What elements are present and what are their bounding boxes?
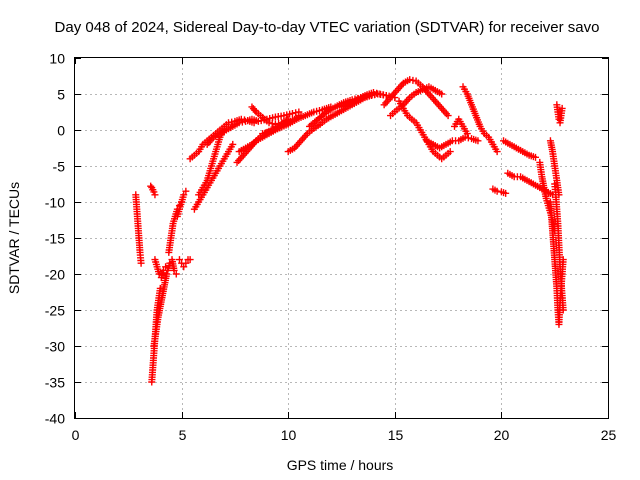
y-tick-label: -25 bbox=[45, 303, 65, 319]
y-tick-label: -15 bbox=[45, 231, 65, 247]
data-point bbox=[225, 119, 233, 127]
data-point bbox=[175, 256, 183, 264]
y-tick-label: -40 bbox=[45, 411, 65, 427]
data-point bbox=[163, 270, 171, 278]
series-arc-33 bbox=[546, 137, 563, 199]
data-point bbox=[474, 137, 482, 145]
data-point bbox=[559, 306, 567, 314]
data-point bbox=[446, 148, 454, 156]
series-arc-26 bbox=[489, 185, 510, 197]
series-arc-21 bbox=[387, 83, 446, 120]
y-tick-label: 0 bbox=[57, 123, 65, 139]
data-point bbox=[463, 130, 471, 138]
data-point bbox=[180, 191, 188, 199]
data-point bbox=[182, 187, 190, 195]
series-arc-01 bbox=[132, 191, 145, 267]
x-tick-label: 5 bbox=[179, 427, 187, 443]
x-tick-label: 25 bbox=[601, 427, 617, 443]
y-tick-label: 5 bbox=[57, 87, 65, 103]
y-tick-label: -35 bbox=[45, 375, 65, 391]
series-arc-22 bbox=[395, 97, 454, 163]
data-point bbox=[229, 140, 237, 148]
chart-title: Day 048 of 2024, Sidereal Day-to-day VTE… bbox=[55, 19, 600, 36]
data-point bbox=[268, 120, 276, 128]
y-tick-label: 10 bbox=[49, 51, 65, 67]
tick-labels: 0 5 10 15 20 25 -40 -35 -30 -25 -20 -15 -10 -5 0 5 10 bbox=[45, 51, 617, 444]
data-point bbox=[373, 89, 381, 97]
series-arc-08 bbox=[173, 187, 190, 220]
x-tick-label: 20 bbox=[494, 427, 510, 443]
data-point bbox=[151, 191, 159, 199]
y-axis-label: SDTVAR / TECUs bbox=[6, 182, 22, 294]
data-point bbox=[555, 191, 563, 199]
series-arc-11 bbox=[195, 126, 228, 199]
series-arc-17 bbox=[284, 90, 382, 156]
series-arc-23 bbox=[423, 133, 482, 152]
data-point bbox=[265, 119, 273, 127]
data-point bbox=[238, 118, 246, 126]
data-point bbox=[502, 189, 510, 197]
data-point bbox=[493, 148, 501, 156]
series-arc-20 bbox=[380, 76, 452, 120]
y-tick-label: -20 bbox=[45, 267, 65, 283]
data-point bbox=[292, 109, 300, 117]
data-point bbox=[172, 270, 180, 278]
series-arc-19 bbox=[338, 89, 390, 111]
data-point bbox=[284, 115, 292, 123]
data-point bbox=[382, 91, 390, 99]
data-point bbox=[558, 104, 566, 112]
data-point bbox=[532, 153, 540, 161]
data-point bbox=[288, 109, 296, 117]
data-point bbox=[409, 76, 417, 84]
series-arc-04 bbox=[150, 270, 171, 350]
series-arc-31 bbox=[551, 180, 567, 314]
data-point bbox=[461, 133, 469, 141]
y-tick-label: -10 bbox=[45, 195, 65, 211]
series-arc-02 bbox=[147, 182, 159, 199]
data-point bbox=[493, 187, 501, 195]
series-arc-07 bbox=[175, 256, 194, 271]
series-arc-16 bbox=[248, 103, 292, 128]
series-arc-05 bbox=[151, 256, 180, 282]
series-arc-27 bbox=[500, 137, 540, 161]
data-point bbox=[444, 112, 452, 120]
series-arc-25 bbox=[450, 115, 471, 138]
data-point bbox=[186, 256, 194, 264]
grid bbox=[75, 58, 608, 418]
x-tick-label: 15 bbox=[388, 427, 404, 443]
y-tick-label: -30 bbox=[45, 339, 65, 355]
y-tick-label: -5 bbox=[53, 159, 66, 175]
series-arc-32 bbox=[553, 101, 566, 127]
data-point bbox=[379, 91, 387, 99]
data-point bbox=[137, 259, 145, 267]
series-arc-24 bbox=[459, 83, 501, 156]
data-point bbox=[464, 134, 472, 142]
data-point bbox=[170, 266, 178, 274]
data-point bbox=[275, 120, 283, 128]
plot-frame bbox=[74, 57, 609, 419]
data-point bbox=[438, 90, 446, 98]
data-point bbox=[376, 90, 384, 98]
data-point bbox=[235, 119, 243, 127]
data-point bbox=[369, 89, 377, 97]
data-point bbox=[182, 259, 190, 267]
x-tick-label: 0 bbox=[72, 427, 80, 443]
x-tick-label: 10 bbox=[281, 427, 297, 443]
data-point bbox=[271, 120, 279, 128]
data-point bbox=[180, 263, 188, 271]
data-point bbox=[228, 118, 236, 126]
data-points bbox=[132, 76, 567, 386]
series-arc-12 bbox=[203, 108, 303, 148]
x-axis-label: GPS time / hours bbox=[287, 457, 394, 473]
data-point bbox=[147, 182, 155, 190]
data-point bbox=[406, 76, 414, 84]
